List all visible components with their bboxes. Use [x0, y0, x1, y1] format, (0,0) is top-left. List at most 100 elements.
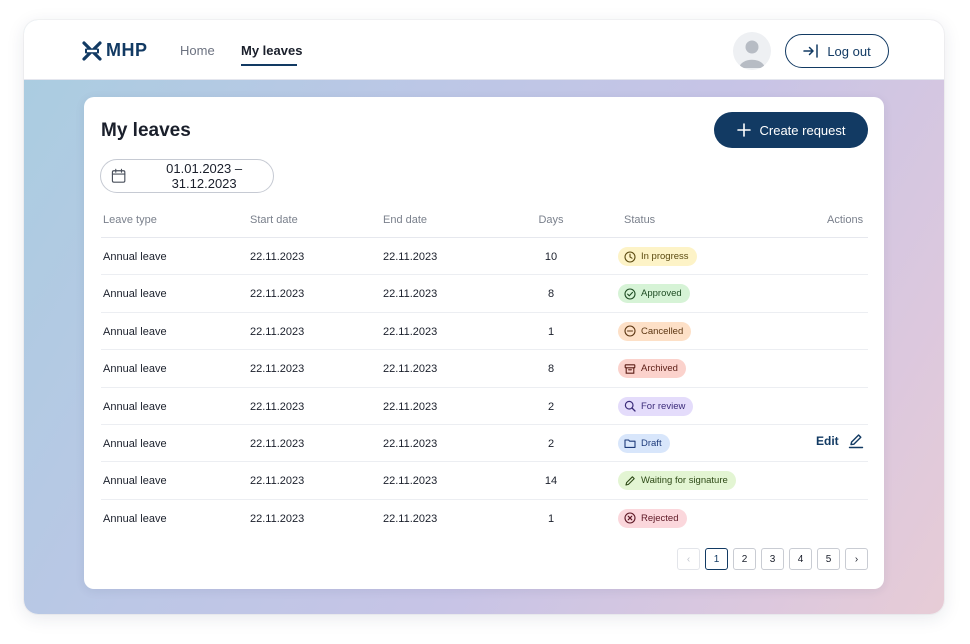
header-end-date: End date: [383, 214, 428, 226]
cell-end-date: 22.11.2023: [383, 251, 438, 263]
clock-icon: [624, 250, 636, 263]
cell-start-date: 22.11.2023: [250, 325, 305, 338]
mhp-logo-icon: [82, 40, 102, 61]
cell-end-date: 22.11.2023: [383, 475, 438, 488]
cell-start-date: 22.11.2023: [250, 288, 305, 301]
archive-icon: [624, 363, 636, 374]
search-icon: [624, 400, 636, 412]
create-request-label: Create request: [759, 122, 846, 138]
minus-circle-icon: [624, 325, 636, 337]
cell-start-date: 22.11.2023: [250, 512, 305, 525]
status-badge-cancelled: Cancelled: [618, 321, 692, 341]
date-range-filter[interactable]: 01.01.2023 – 31.12.2023: [100, 159, 274, 193]
table-row[interactable]: Annual leave 22.11.2023 22.11.2023 8 Arc…: [101, 350, 868, 388]
status-label: Draft: [641, 437, 662, 449]
edit-button[interactable]: Edit: [816, 433, 864, 449]
table-row[interactable]: Annual leave 22.11.2023 22.11.2023 10 In…: [101, 238, 868, 276]
cell-status: Draft: [618, 433, 670, 453]
page-4-button[interactable]: 4: [789, 548, 812, 570]
cell-days: 14: [544, 475, 558, 488]
date-range-value: 01.01.2023 – 31.12.2023: [166, 161, 243, 191]
create-request-button[interactable]: Create request: [714, 112, 868, 148]
table-body: Annual leave 22.11.2023 22.11.2023 10 In…: [101, 238, 868, 537]
logout-button[interactable]: Log out: [785, 34, 889, 68]
user-icon: [739, 40, 765, 68]
cell-days: 10: [544, 251, 558, 263]
page-3-button[interactable]: 3: [761, 548, 784, 570]
status-badge-in-progress: In progress: [618, 247, 697, 266]
status-label: In progress: [641, 251, 689, 262]
cell-days: 1: [547, 325, 555, 338]
page-1-button[interactable]: 1: [705, 548, 728, 570]
cell-leave-type: Annual leave: [103, 288, 167, 301]
cell-start-date: 22.11.2023: [250, 251, 305, 263]
cell-end-date: 22.11.2023: [383, 437, 438, 450]
check-circle-icon: [624, 288, 636, 300]
status-badge-rejected: Rejected: [618, 508, 687, 528]
page-title: My leaves: [101, 120, 191, 141]
cell-leave-type: Annual leave: [103, 437, 167, 450]
cell-leave-type: Annual leave: [103, 400, 167, 413]
cell-status: Waiting for signature: [618, 471, 736, 491]
cell-days: 8: [547, 288, 555, 301]
header-days: Days: [538, 214, 564, 226]
cell-end-date: 22.11.2023: [383, 512, 438, 525]
next-page-button[interactable]: ›: [845, 548, 868, 570]
cell-end-date: 22.11.2023: [383, 363, 438, 376]
cell-status: Cancelled: [618, 321, 692, 341]
cell-days: 2: [547, 400, 555, 413]
header-start-date: Start date: [250, 214, 298, 226]
cell-leave-type: Annual leave: [103, 325, 167, 338]
cell-status: Archived: [618, 359, 686, 379]
edit-label: Edit: [816, 433, 839, 448]
pen-icon: [625, 476, 635, 486]
status-badge-waiting-for-signature: Waiting for signature: [618, 471, 736, 491]
cell-start-date: 22.11.2023: [250, 437, 305, 450]
page-5-button[interactable]: 5: [817, 548, 840, 570]
cell-start-date: 22.11.2023: [250, 400, 305, 413]
active-nav-indicator: [241, 64, 297, 66]
nav-my-leaves[interactable]: My leaves: [241, 43, 303, 58]
cell-leave-type: Annual leave: [103, 475, 167, 488]
prev-page-button[interactable]: ‹: [677, 548, 700, 570]
cell-leave-type: Annual leave: [103, 512, 167, 525]
status-badge-archived: Archived: [618, 359, 686, 379]
status-badge-draft: Draft: [618, 433, 670, 453]
header-leave-type: Leave type: [103, 214, 157, 226]
table-row[interactable]: Annual leave 22.11.2023 22.11.2023 1 Can…: [101, 313, 868, 351]
table-row[interactable]: Annual leave 22.11.2023 22.11.2023 1 Rej…: [101, 500, 868, 537]
table-row[interactable]: Annual leave 22.11.2023 22.11.2023 2 Dra…: [101, 425, 868, 463]
table-row[interactable]: Annual leave 22.11.2023 22.11.2023 2 For…: [101, 388, 868, 425]
user-avatar[interactable]: [733, 32, 771, 70]
leaves-card: My leaves Create request 01.01.2023 – 31…: [84, 97, 884, 589]
cell-end-date: 22.11.2023: [383, 400, 438, 413]
cell-actions: Edit: [816, 433, 864, 449]
cell-days: 1: [547, 512, 555, 525]
header-status: Status: [624, 214, 656, 226]
brand-name: MHP: [106, 40, 148, 60]
status-label: Rejected: [641, 512, 679, 524]
table-row[interactable]: Annual leave 22.11.2023 22.11.2023 8 App…: [101, 275, 868, 313]
plus-icon: [736, 123, 751, 137]
page-2-button[interactable]: 2: [733, 548, 756, 570]
cell-status: For review: [618, 396, 694, 416]
logout-label: Log out: [827, 43, 871, 59]
table-row[interactable]: Annual leave 22.11.2023 22.11.2023 14 Wa…: [101, 462, 868, 500]
cell-start-date: 22.11.2023: [250, 363, 305, 376]
cell-status: In progress: [618, 247, 697, 266]
cell-status: Approved: [618, 284, 690, 304]
calendar-icon: [111, 168, 126, 183]
nav-home[interactable]: Home: [180, 43, 215, 58]
x-circle-icon: [624, 512, 636, 524]
logout-icon: [803, 44, 819, 58]
cell-start-date: 22.11.2023: [250, 475, 305, 488]
cell-days: 2: [547, 437, 555, 450]
brand-logo[interactable]: MHP: [82, 40, 148, 61]
leaves-table: Leave type Start date End date Days Stat…: [101, 207, 868, 537]
table-header: Leave type Start date End date Days Stat…: [101, 207, 868, 238]
cell-leave-type: Annual leave: [103, 363, 167, 376]
cell-end-date: 22.11.2023: [383, 288, 438, 301]
cell-days: 8: [547, 363, 555, 376]
top-navigation-bar: MHP Home My leaves Log out: [24, 20, 944, 80]
status-label: For review: [641, 400, 686, 412]
